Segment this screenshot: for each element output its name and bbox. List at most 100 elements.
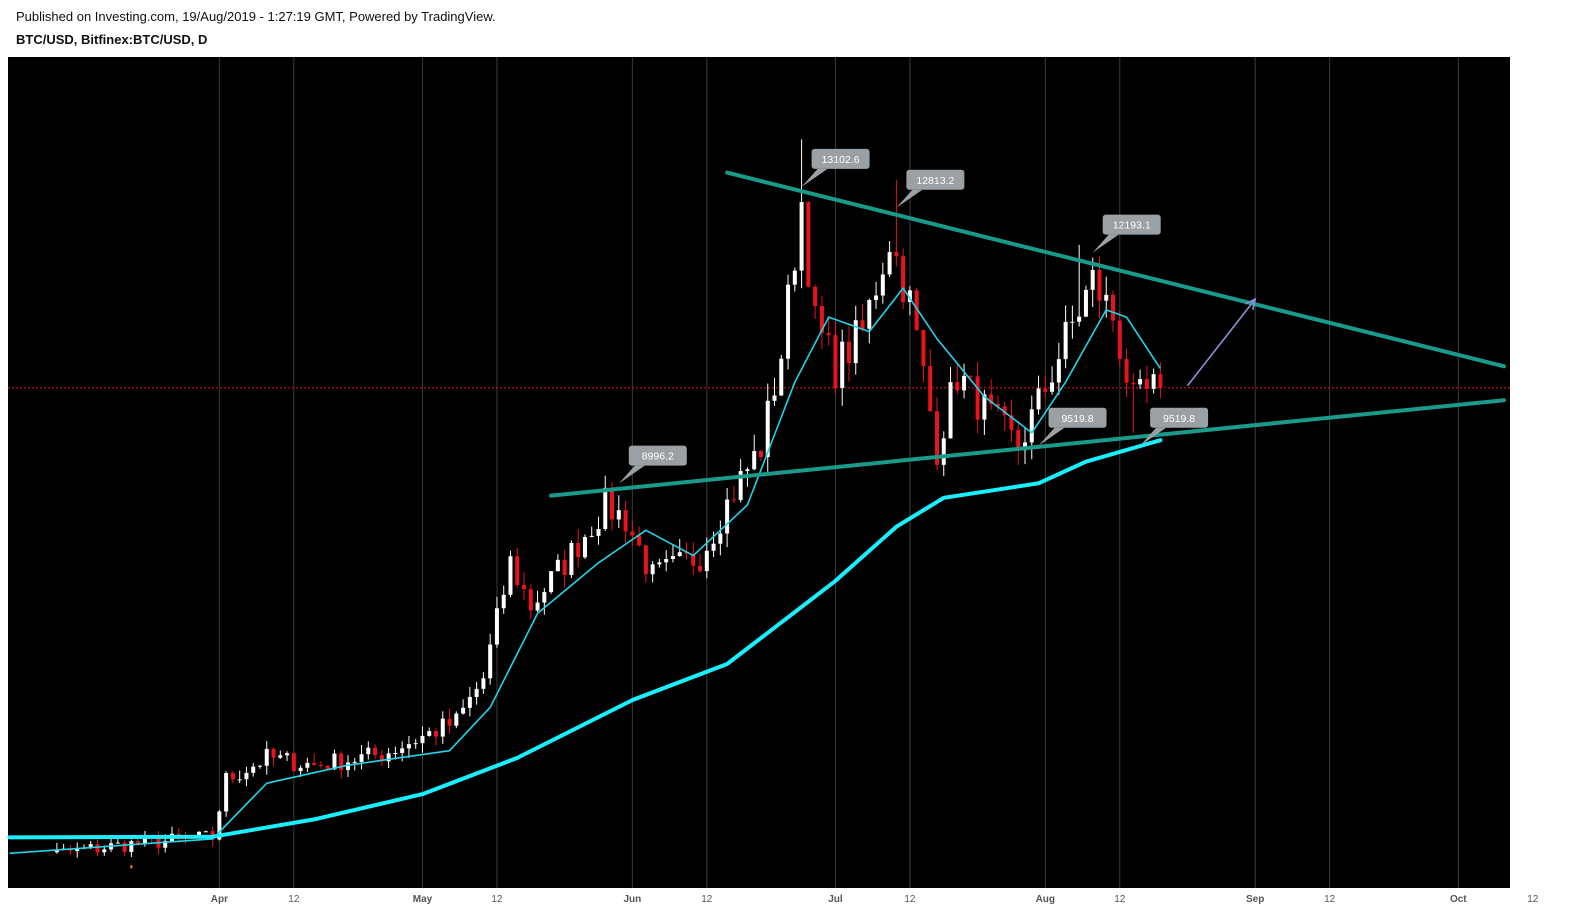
candle-body (1002, 406, 1007, 416)
candle-body (738, 471, 743, 501)
candle-body (894, 251, 899, 257)
candle (373, 744, 378, 759)
candle-body (440, 718, 445, 737)
candle-body (1036, 388, 1041, 410)
candle-body (569, 543, 574, 576)
candle-body (853, 320, 858, 364)
candle-body (880, 274, 885, 296)
candle (948, 367, 953, 439)
price-callout: 12813.2 (896, 169, 965, 208)
candle-body (630, 531, 635, 536)
plot-area[interactable] (8, 57, 1510, 888)
candle (907, 286, 912, 316)
candle-body (54, 849, 59, 853)
callout-label: 8996.2 (642, 451, 674, 463)
callout-label: 12193.1 (1113, 220, 1151, 232)
candle (1002, 401, 1007, 432)
candle (224, 771, 229, 817)
candle (643, 544, 648, 583)
candle (650, 561, 655, 583)
candle (413, 738, 418, 749)
candle-body (1124, 359, 1129, 383)
candle-body (352, 761, 357, 763)
candle (440, 711, 445, 744)
candle-body (271, 748, 276, 758)
candle-body (792, 270, 797, 285)
candle-body (332, 753, 337, 770)
callout-pointer (1140, 427, 1167, 446)
callout-box (1102, 214, 1161, 235)
candle (955, 363, 960, 395)
candle-body (447, 718, 452, 726)
candle-body (129, 841, 134, 852)
candle-body (115, 842, 120, 844)
candle-body (427, 731, 432, 736)
candle-body (298, 767, 303, 772)
candle-body (488, 644, 493, 679)
candle (1151, 368, 1156, 394)
candle (393, 746, 398, 760)
candle (501, 585, 506, 614)
candle-body (623, 510, 628, 532)
candle-body (1009, 415, 1014, 430)
candle (670, 544, 675, 563)
candle-body (230, 773, 235, 780)
candle-body (95, 844, 100, 853)
candle (244, 766, 249, 787)
candle-body (637, 535, 642, 546)
candle-body (928, 366, 933, 412)
candle (704, 537, 709, 579)
candle (1036, 375, 1041, 415)
candle (1144, 365, 1149, 404)
candle (637, 526, 642, 547)
candle (853, 305, 858, 375)
candle (698, 554, 703, 573)
candle-body (901, 256, 906, 303)
candle (481, 672, 486, 694)
candles (54, 139, 1163, 869)
candle-body (860, 320, 865, 329)
candle-body (1090, 269, 1095, 290)
x-tick-label: Aug (1036, 894, 1055, 905)
candle (291, 751, 296, 772)
candle-body (339, 753, 344, 770)
candle-body (786, 284, 791, 359)
candle (806, 200, 811, 288)
candle (325, 765, 330, 770)
candle-body (1144, 379, 1149, 389)
candle (582, 534, 587, 559)
x-tick-label: 12 (1527, 894, 1539, 905)
candle-body (664, 558, 669, 563)
price-callouts: 13102.6 12813.2 12193.1 8996.2 9519.8 9519.8 (618, 148, 1209, 484)
candle (264, 741, 269, 775)
candle (819, 296, 824, 350)
candle (860, 303, 865, 333)
candle-body (677, 552, 682, 557)
candle (508, 550, 513, 598)
candle-body (217, 811, 222, 840)
candle-body (1050, 382, 1055, 392)
candle (271, 747, 276, 767)
candle (257, 765, 262, 769)
candle-body (731, 499, 736, 501)
candle-body (1131, 382, 1136, 385)
candle-body (467, 696, 472, 708)
candle-body (765, 400, 770, 458)
candle-body (833, 335, 838, 388)
callout-pointer (1038, 427, 1065, 446)
candle-body (122, 842, 127, 852)
callout-label: 9519.8 (1061, 413, 1093, 425)
candle-body (772, 395, 777, 401)
x-tick-label: Jul (828, 894, 843, 905)
candle-body (691, 553, 696, 566)
candle-body (650, 564, 655, 575)
candle-body (555, 559, 560, 572)
candle-body (670, 556, 675, 559)
candle-body (1077, 316, 1082, 322)
ma-slow-line (7, 438, 1163, 840)
candle-body (1056, 359, 1061, 383)
candle-body (1151, 374, 1156, 389)
candle (657, 558, 662, 568)
candle (603, 475, 608, 531)
